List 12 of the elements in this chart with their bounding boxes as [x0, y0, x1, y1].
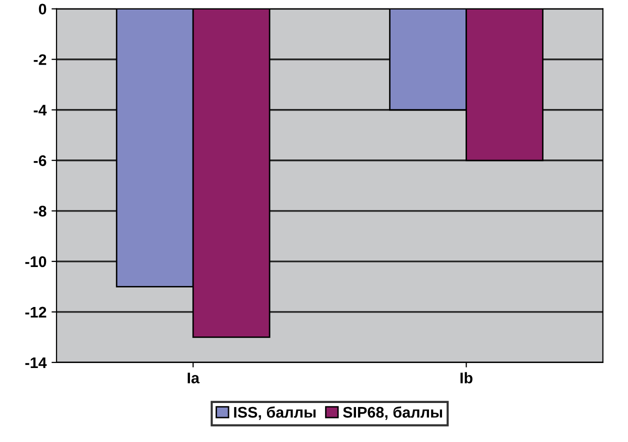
- y-tick-label: -12: [25, 306, 46, 318]
- y-tick-label: 0: [38, 4, 46, 15]
- y-tick-label: -4: [34, 104, 47, 116]
- y-tick-label: -6: [34, 155, 46, 166]
- legend-label: ISS, баллы: [234, 406, 316, 420]
- y-tick-label: -8: [34, 206, 46, 217]
- legend-label: SIP68, баллы: [343, 406, 442, 420]
- y-tick-label: -2: [34, 54, 46, 65]
- y-tick-label: -14: [25, 357, 47, 368]
- x-tick-label: Ib: [460, 372, 472, 384]
- x-tick-label: Ia: [188, 372, 200, 384]
- y-tick-label: -10: [25, 256, 46, 268]
